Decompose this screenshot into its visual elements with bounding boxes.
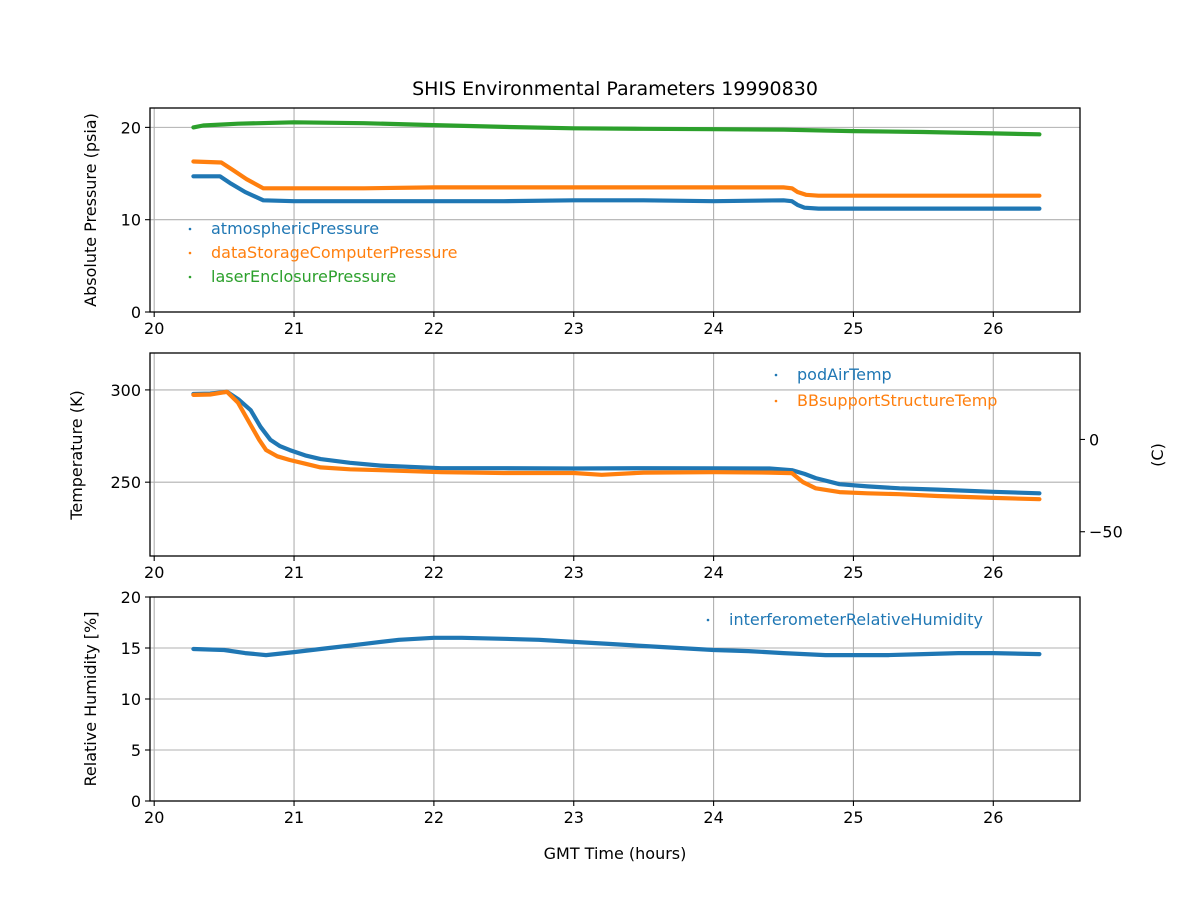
x-tick-label: 21 bbox=[284, 563, 304, 582]
temperature-grid bbox=[150, 353, 1080, 556]
y-tick-label: 250 bbox=[110, 473, 141, 492]
humidity-y-axis-label: Relative Humidity [%] bbox=[81, 612, 100, 787]
y-tick-label: 10 bbox=[121, 211, 141, 230]
x-tick-label: 26 bbox=[983, 319, 1003, 338]
x-tick-label: 22 bbox=[424, 563, 444, 582]
legend-marker-laserEnclosurePressure bbox=[188, 275, 192, 279]
y-tick-label: 20 bbox=[121, 118, 141, 137]
humidity-y-ticks: 0 5 10 15 20 bbox=[121, 588, 150, 811]
x-tick-label: 23 bbox=[564, 319, 584, 338]
x-tick-label: 20 bbox=[144, 319, 164, 338]
x-tick-label: 25 bbox=[843, 808, 863, 827]
x-tick-label: 22 bbox=[424, 319, 444, 338]
series-line-interferometerRelativeHumidity bbox=[191, 635, 1042, 658]
x-tick-label: 23 bbox=[564, 808, 584, 827]
y-tick-label: 0 bbox=[131, 792, 141, 811]
x-tick-label: 26 bbox=[983, 563, 1003, 582]
series-line-atmosphericPressure bbox=[191, 174, 1042, 211]
y-tick-label: 300 bbox=[110, 381, 141, 400]
x-tick-label: 20 bbox=[144, 563, 164, 582]
humidity-legend: interferometerRelativeHumidity bbox=[706, 610, 983, 629]
pressure-legend: atmosphericPressure dataStorageComputerPr… bbox=[188, 219, 458, 286]
temperature-x-ticks: 20 21 22 23 24 25 26 bbox=[144, 556, 1003, 582]
celsius-tick-label: −50 bbox=[1089, 523, 1123, 542]
series-line-dataStorageComputerPressure bbox=[191, 159, 1042, 198]
temperature-panel: 20 21 22 23 24 25 26 250 300 0 −50 Temperature (… bbox=[67, 352, 1167, 582]
temperature-celsius-ticks: 0 −50 bbox=[1080, 430, 1123, 542]
y-tick-label: 5 bbox=[131, 741, 141, 760]
pressure-series-group bbox=[191, 120, 1042, 211]
x-tick-label: 20 bbox=[144, 808, 164, 827]
celsius-y-axis-label: (C) bbox=[1148, 443, 1167, 467]
series-line-laserEnclosurePressure bbox=[191, 120, 1042, 137]
x-axis-label: GMT Time (hours) bbox=[544, 844, 687, 863]
temperature-axes-frame bbox=[149, 352, 1081, 557]
pressure-y-axis-label: Absolute Pressure (psia) bbox=[81, 113, 100, 307]
legend-marker-interferometerRelativeHumidity bbox=[706, 618, 710, 622]
legend-label-atmosphericPressure: atmosphericPressure bbox=[211, 219, 379, 238]
y-tick-label: 15 bbox=[121, 639, 141, 658]
legend-label-interferometerRelativeHumidity: interferometerRelativeHumidity bbox=[729, 610, 983, 629]
x-tick-label: 21 bbox=[284, 319, 304, 338]
x-tick-label: 22 bbox=[424, 808, 444, 827]
celsius-tick-label: 0 bbox=[1089, 430, 1099, 449]
pressure-x-ticks: 20 21 22 23 24 25 26 bbox=[144, 312, 1003, 338]
humidity-panel: 20 21 22 23 24 25 26 0 5 10 15 20 Relative Humidit… bbox=[81, 588, 1081, 827]
humidity-series-group bbox=[191, 635, 1042, 658]
y-tick-label: 10 bbox=[121, 690, 141, 709]
pressure-axes-frame bbox=[149, 107, 1081, 313]
legend-marker-BBsupportStructureTemp bbox=[774, 399, 778, 403]
chart-title: SHIS Environmental Parameters 19990830 bbox=[412, 78, 818, 100]
x-tick-label: 26 bbox=[983, 808, 1003, 827]
x-tick-label: 24 bbox=[703, 319, 723, 338]
legend-marker-podAirTemp bbox=[774, 373, 778, 377]
series-line-BBsupportStructureTemp bbox=[191, 389, 1042, 502]
temperature-legend: podAirTemp BBsupportStructureTemp bbox=[774, 365, 997, 410]
temperature-series-group bbox=[191, 389, 1042, 502]
x-tick-label: 21 bbox=[284, 808, 304, 827]
legend-label-laserEnclosurePressure: laserEnclosurePressure bbox=[211, 267, 396, 286]
legend-label-dataStorageComputerPressure: dataStorageComputerPressure bbox=[211, 243, 458, 262]
legend-label-podAirTemp: podAirTemp bbox=[797, 365, 892, 384]
humidity-x-ticks: 20 21 22 23 24 25 26 bbox=[144, 801, 1003, 827]
x-tick-label: 25 bbox=[843, 563, 863, 582]
legend-marker-atmosphericPressure bbox=[188, 227, 192, 231]
x-tick-label: 23 bbox=[564, 563, 584, 582]
x-tick-label: 24 bbox=[703, 808, 723, 827]
y-tick-label: 0 bbox=[131, 303, 141, 322]
temperature-y-axis-label: Temperature (K) bbox=[67, 390, 86, 520]
legend-marker-dataStorageComputerPressure bbox=[188, 251, 192, 255]
series-line-podAirTemp bbox=[191, 389, 1042, 496]
pressure-y-ticks: 0 10 20 bbox=[121, 118, 150, 322]
x-tick-label: 24 bbox=[703, 563, 723, 582]
legend-label-BBsupportStructureTemp: BBsupportStructureTemp bbox=[797, 391, 997, 410]
pressure-panel: 20 21 22 23 24 25 26 0 10 20 Absolute Pressure (… bbox=[81, 107, 1081, 338]
y-tick-label: 20 bbox=[121, 588, 141, 607]
x-tick-label: 25 bbox=[843, 319, 863, 338]
temperature-y-ticks: 250 300 bbox=[110, 381, 150, 492]
